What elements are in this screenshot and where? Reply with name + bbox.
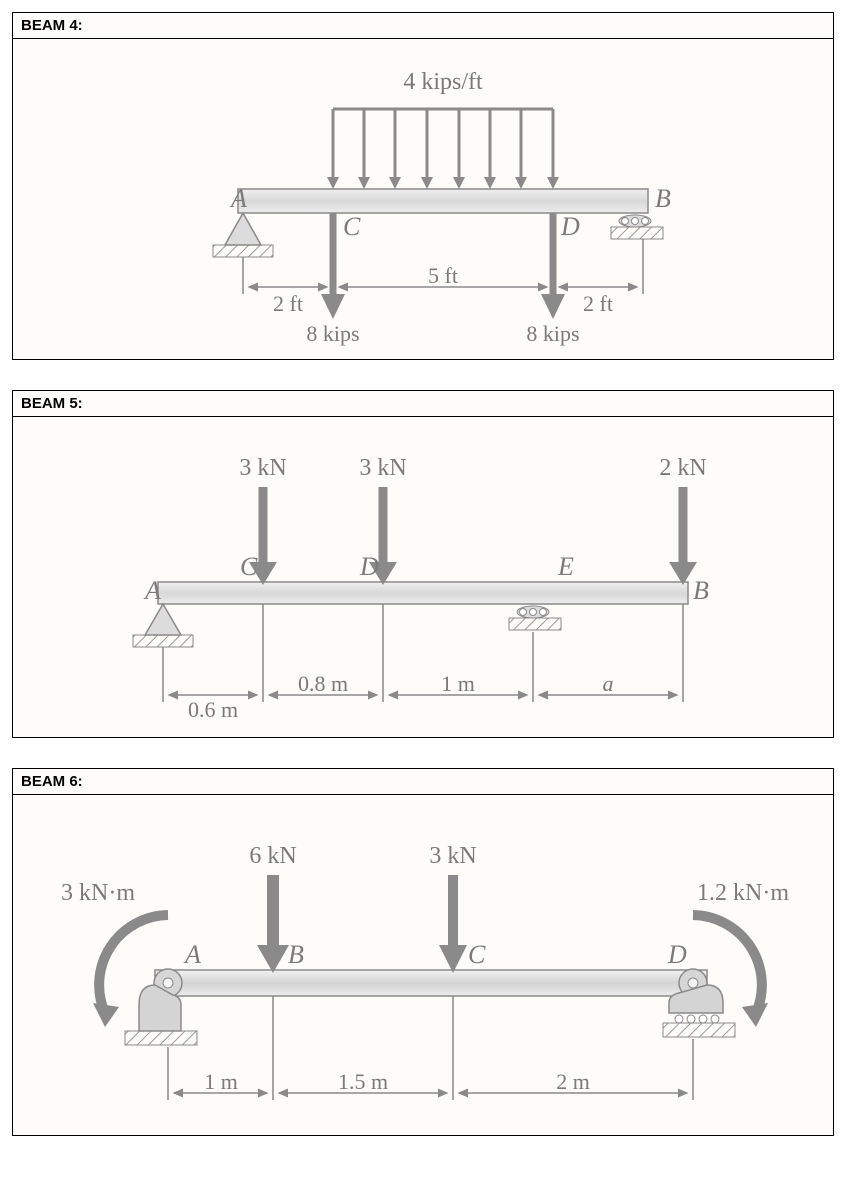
load-lbl-D: 3 kN	[359, 455, 406, 481]
moment-lbl-D: 1.2 kN·m	[697, 880, 789, 906]
beam-body	[238, 189, 648, 213]
load-lbl-B: 6 kN	[249, 843, 296, 869]
load-lbl-B: 2 kN	[659, 455, 706, 481]
dim-DB: 2 ft	[583, 291, 613, 316]
pt-D: D	[560, 212, 580, 241]
panel-beam4: BEAM 4:	[12, 12, 834, 360]
load-lbl-C: 3 kN	[429, 843, 476, 869]
pt-A: A	[183, 940, 201, 969]
pt-C: C	[468, 940, 486, 969]
dim-DE: 1 m	[441, 671, 475, 696]
dist-load-label: 4 kips/ft	[403, 69, 483, 95]
panel-beam6: BEAM 6:	[12, 768, 834, 1136]
load-label-D: 8 kips	[526, 321, 579, 346]
diagram-beam6: 3 kN·m 1.2 kN·m 6 kN 3 kN A B C D	[13, 795, 833, 1135]
pt-C: C	[343, 212, 361, 241]
pt-C: C	[240, 552, 258, 581]
dim-CD: 2 m	[556, 1069, 590, 1094]
pt-A: A	[229, 184, 247, 213]
panel-beam5: BEAM 5:	[12, 390, 834, 738]
dim-CD: 5 ft	[428, 263, 458, 288]
dim-witness	[168, 996, 693, 1100]
pt-A: A	[143, 576, 161, 605]
dist-load-arrows	[327, 109, 559, 189]
moment-lbl-A: 3 kN·m	[61, 880, 135, 906]
panel-title-beam4: BEAM 4:	[13, 13, 833, 39]
load-B	[257, 875, 289, 973]
beam-body	[158, 582, 688, 604]
load-C	[439, 875, 467, 973]
panel-title-beam6: BEAM 6:	[13, 769, 833, 795]
pt-B: B	[655, 184, 671, 213]
load-label-C: 8 kips	[306, 321, 359, 346]
load-lbl-C: 3 kN	[239, 455, 286, 481]
beam-body	[155, 970, 707, 996]
diagram-beam4: 4 kips/ft 8 kips 8 kips	[13, 39, 833, 359]
pt-B: B	[693, 576, 709, 605]
pt-D: D	[667, 940, 687, 969]
dim-AB: 1 m	[204, 1069, 238, 1094]
pt-D: D	[359, 552, 379, 581]
load-B	[669, 487, 697, 585]
dim-EB: a	[603, 671, 614, 696]
support-A-pin	[213, 213, 273, 257]
dim-AC: 0.6 m	[188, 697, 238, 722]
support-E-roller	[509, 606, 561, 630]
pt-E: E	[557, 552, 574, 581]
support-B-roller	[611, 215, 663, 239]
dim-CD: 0.8 m	[298, 671, 348, 696]
pt-B: B	[288, 940, 304, 969]
support-A-pin	[133, 604, 193, 647]
diagram-beam5: 3 kN 3 kN 2 kN A C D E B	[13, 417, 833, 737]
point-load-C	[321, 213, 345, 319]
panel-title-beam5: BEAM 5:	[13, 391, 833, 417]
dim-BC: 1.5 m	[338, 1069, 388, 1094]
dim-AC: 2 ft	[273, 291, 303, 316]
